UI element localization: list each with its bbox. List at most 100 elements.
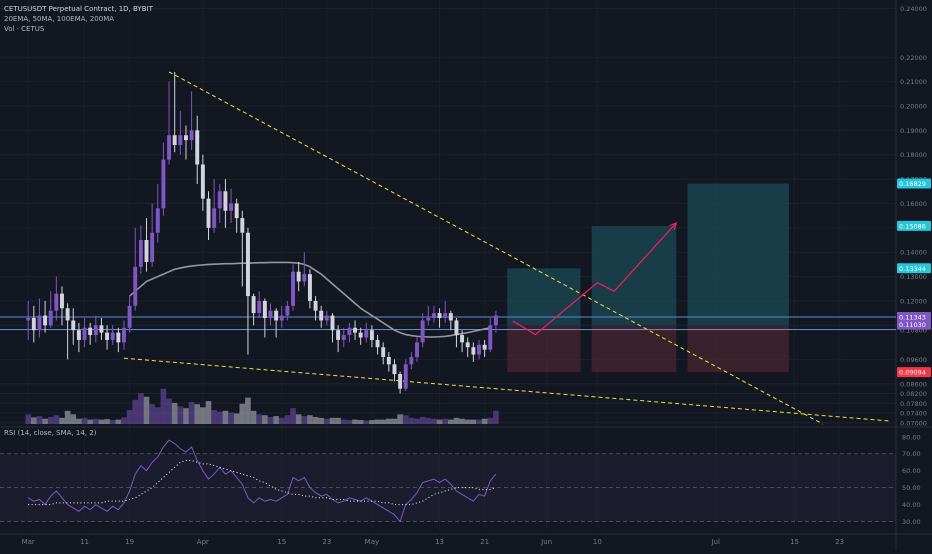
volume-bar: [36, 416, 43, 424]
price-tick-label: 0.10800: [900, 327, 927, 335]
candle-body: [229, 203, 234, 211]
volume-bar: [493, 410, 499, 424]
candle-body: [291, 271, 296, 306]
candle-body: [426, 318, 431, 321]
volume-bar: [70, 414, 77, 424]
candle-body: [347, 327, 352, 336]
candle-body: [353, 327, 357, 333]
volume-bar: [233, 413, 240, 424]
candle-body: [460, 335, 465, 343]
volume-bar: [481, 418, 488, 424]
candle-body: [364, 330, 369, 338]
volume-bar: [87, 419, 93, 424]
volume-bar: [76, 418, 82, 424]
price-tick-label: 0.09600: [900, 356, 927, 364]
volume-legend: Vol · CETUS: [4, 25, 45, 33]
volume-bar: [335, 417, 341, 424]
candle-body: [133, 266, 138, 306]
candle-body: [477, 344, 481, 355]
rsi-tick-label: 70.00: [902, 450, 921, 458]
price-tag-3: [897, 263, 931, 274]
volume-bar: [126, 409, 133, 424]
candle-body: [172, 135, 177, 145]
time-tick-label: 11: [80, 538, 89, 546]
candle-body: [37, 315, 42, 331]
candle-body: [268, 310, 273, 318]
price-tick-label: 0.18000: [900, 151, 927, 159]
volume-bar: [59, 417, 65, 424]
volume-bar: [453, 417, 460, 424]
time-tick-label: Apr: [197, 538, 209, 546]
candle-body: [262, 300, 267, 318]
volume-bar: [431, 418, 437, 424]
volume-bar: [374, 419, 381, 424]
candle-body: [375, 339, 380, 348]
time-tick-label: 21: [480, 538, 489, 546]
candle-body: [178, 135, 183, 145]
candle-body: [493, 315, 498, 326]
target-zone-3: [687, 183, 789, 326]
candle-body: [206, 198, 211, 228]
candle-body: [324, 315, 329, 321]
candle-body: [122, 327, 126, 343]
volume-bar: [132, 399, 139, 424]
volume-bar: [188, 402, 195, 424]
candle-body: [279, 315, 284, 321]
candle-body: [386, 356, 391, 365]
candle-body: [223, 191, 228, 211]
volume-bar: [442, 418, 448, 424]
volume-bar: [222, 410, 229, 424]
candle-body: [251, 296, 256, 314]
time-tick-label: 15: [790, 538, 799, 546]
volume-bar: [273, 416, 279, 424]
candle-body: [144, 240, 149, 262]
volume-bar: [476, 419, 482, 424]
rsi-tick-label: 50.00: [902, 484, 921, 492]
candle-body: [65, 308, 70, 321]
volume-bar: [307, 415, 313, 424]
volume-bar: [216, 411, 223, 424]
candle-body: [161, 159, 166, 209]
rsi-tick-label: 80.00: [902, 433, 921, 441]
volume-bar: [262, 415, 268, 424]
time-tick-label: Mar: [22, 538, 35, 546]
volume-bar: [42, 418, 48, 424]
candle-body: [155, 208, 160, 233]
stop-zone-2: [591, 325, 677, 373]
volume-bar: [53, 415, 60, 424]
time-tick-label: Jun: [540, 538, 552, 546]
price-tag-2: [897, 220, 931, 231]
price-tick-label: 0.20000: [900, 103, 927, 111]
price-tick-label: 0.07800: [900, 400, 927, 408]
candle-body: [358, 332, 363, 338]
price-tick-label: 0.19000: [900, 127, 927, 135]
volume-bar: [470, 419, 477, 424]
candle-body: [245, 232, 250, 297]
candle-body: [167, 135, 172, 160]
candle-body: [381, 347, 386, 357]
volume-bar: [397, 414, 403, 424]
candle-body: [138, 240, 143, 267]
candle-body: [60, 293, 64, 309]
price-tick-label: 0.21000: [900, 78, 927, 86]
candle-body: [403, 364, 408, 389]
volume-bar: [138, 393, 144, 424]
candle-body: [274, 310, 279, 321]
volume-bar: [402, 415, 409, 424]
volume-bar: [166, 398, 172, 424]
volume-bar: [346, 420, 353, 424]
volume-bar: [464, 419, 471, 424]
trendline-2: [123, 357, 891, 422]
candle-body: [240, 218, 245, 233]
candle-body: [257, 300, 262, 314]
candle-body: [307, 274, 312, 301]
volume-bar: [64, 410, 71, 424]
price-tag-5: [897, 319, 931, 330]
candle-body: [330, 315, 335, 331]
candle-body: [195, 130, 200, 165]
candle-body: [454, 320, 459, 336]
candle-body: [116, 332, 121, 343]
volume-bar: [177, 406, 184, 424]
time-tick-label: 19: [125, 538, 134, 546]
